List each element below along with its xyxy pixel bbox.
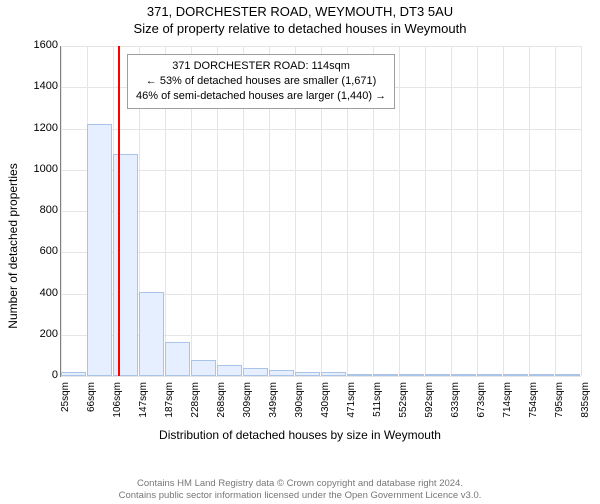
footer-line-1: Contains HM Land Registry data © Crown c… [0, 478, 600, 490]
info-box-line: 46% of semi-detached houses are larger (… [136, 89, 386, 104]
histogram-bar [243, 368, 268, 376]
x-tick-label: 471sqm [346, 382, 357, 432]
gridline-v [503, 46, 504, 376]
gridline-h [61, 376, 581, 377]
histogram-bar [399, 374, 424, 376]
footer-line-2: Contains public sector information licen… [0, 490, 600, 502]
histogram-bar [269, 370, 294, 376]
x-tick-label: 552sqm [398, 382, 409, 432]
info-box: 371 DORCHESTER ROAD: 114sqm← 53% of deta… [127, 54, 395, 109]
histogram-bar [217, 365, 242, 376]
x-tick-label: 633sqm [450, 382, 461, 432]
x-tick-label: 795sqm [554, 382, 565, 432]
page-title: 371, DORCHESTER ROAD, WEYMOUTH, DT3 5AU [0, 4, 600, 19]
y-tick-label: 1600 [18, 39, 58, 51]
y-tick-label: 1400 [18, 80, 58, 92]
gridline-v [581, 46, 582, 376]
x-tick-label: 228sqm [190, 382, 201, 432]
gridline-v [425, 46, 426, 376]
x-tick-label: 592sqm [424, 382, 435, 432]
histogram-bar [373, 374, 398, 376]
gridline-v [399, 46, 400, 376]
gridline-v [477, 46, 478, 376]
x-tick-label: 511sqm [372, 382, 383, 432]
y-tick-label: 600 [18, 245, 58, 257]
histogram-bar [191, 360, 216, 377]
page-subtitle: Size of property relative to detached ho… [0, 21, 600, 36]
x-tick-label: 25sqm [60, 382, 71, 432]
histogram-bar [477, 374, 502, 376]
x-tick-label: 673sqm [476, 382, 487, 432]
histogram-bar [529, 374, 554, 376]
y-tick-label: 1000 [18, 163, 58, 175]
histogram-bar [87, 124, 112, 376]
histogram-bar [295, 372, 320, 376]
x-tick-label: 187sqm [164, 382, 175, 432]
y-tick-label: 0 [18, 369, 58, 381]
property-marker-line [118, 46, 120, 376]
x-tick-label: 835sqm [580, 382, 591, 432]
x-tick-label: 430sqm [320, 382, 331, 432]
gridline-v [61, 46, 62, 376]
chart-container: Number of detached properties 371 DORCHE… [0, 46, 600, 446]
histogram-bar [113, 154, 138, 376]
x-tick-label: 66sqm [86, 382, 97, 432]
plot-area: 371 DORCHESTER ROAD: 114sqm← 53% of deta… [60, 46, 581, 377]
x-tick-label: 714sqm [502, 382, 513, 432]
histogram-bar [347, 374, 372, 376]
gridline-v [451, 46, 452, 376]
histogram-bar [555, 374, 580, 376]
info-box-line: 371 DORCHESTER ROAD: 114sqm [136, 59, 386, 74]
y-tick-label: 1200 [18, 122, 58, 134]
x-tick-label: 754sqm [528, 382, 539, 432]
x-tick-label: 349sqm [268, 382, 279, 432]
histogram-bar [503, 374, 528, 376]
histogram-bar [139, 292, 164, 376]
y-tick-label: 400 [18, 287, 58, 299]
histogram-bar [321, 372, 346, 376]
x-tick-label: 106sqm [112, 382, 123, 432]
y-tick-label: 200 [18, 328, 58, 340]
histogram-bar [451, 374, 476, 376]
info-box-line: ← 53% of detached houses are smaller (1,… [136, 74, 386, 89]
gridline-v [555, 46, 556, 376]
x-tick-label: 147sqm [138, 382, 149, 432]
histogram-bar [425, 374, 450, 376]
footer-attribution: Contains HM Land Registry data © Crown c… [0, 478, 600, 502]
y-tick-label: 800 [18, 204, 58, 216]
x-tick-label: 268sqm [216, 382, 227, 432]
histogram-bar [61, 372, 86, 376]
gridline-v [529, 46, 530, 376]
x-tick-label: 309sqm [242, 382, 253, 432]
x-tick-label: 390sqm [294, 382, 305, 432]
histogram-bar [165, 342, 190, 376]
